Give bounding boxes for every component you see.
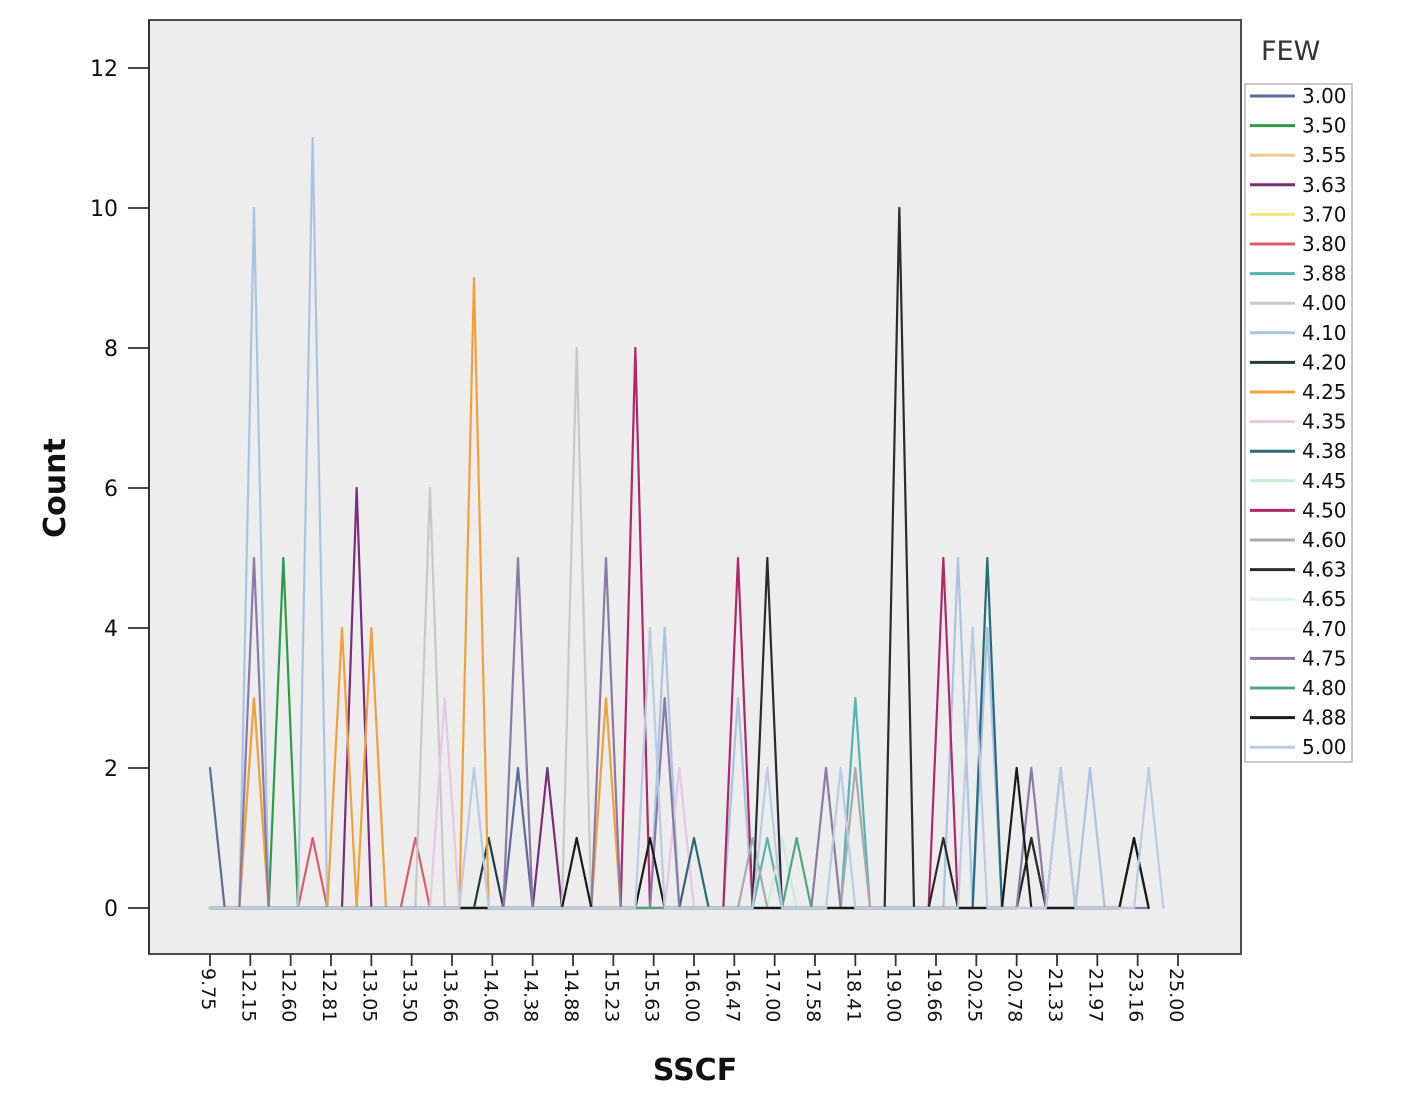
x-tick-label-21: 21.33 [1044, 968, 1066, 1022]
series-line-4-25 [208, 276, 930, 910]
x-tick-label-12: 16.00 [681, 968, 703, 1022]
y-tick-label-0: 0 [104, 897, 118, 922]
legend-title: FEW [1261, 36, 1320, 67]
y-tick-label-1: 2 [104, 757, 118, 782]
series-layer [208, 136, 1165, 910]
y-tick-label-6: 12 [90, 57, 118, 82]
legend-label-4-38: 4.38 [1302, 439, 1347, 463]
x-tick-label-4: 13.05 [358, 968, 380, 1022]
y-tick-label-2: 4 [104, 617, 118, 642]
y-tick-label-5: 10 [90, 197, 118, 222]
legend-label-4-60: 4.60 [1302, 528, 1347, 552]
series-line-4-50 [208, 346, 960, 910]
x-tick-label-20: 20.78 [1004, 968, 1026, 1022]
legend-label-4-50: 4.50 [1302, 498, 1347, 522]
legend-label-4-45: 4.45 [1302, 469, 1347, 493]
x-tick-label-2: 12.60 [278, 968, 300, 1022]
x-tick-label-14: 17.00 [762, 968, 784, 1022]
x-tick-label-7: 14.06 [479, 968, 501, 1022]
x-tick-label-5: 13.50 [399, 968, 421, 1022]
x-tick-label-13: 16.47 [721, 968, 743, 1022]
legend-label-4-00: 4.00 [1302, 291, 1347, 315]
legend: FEW 3.00 3.50 3.55 3.63 3.70 3.80 3.88 4.00 4.10 4… [1244, 36, 1353, 763]
x-tick-label-6: 13.66 [439, 968, 461, 1022]
x-tick-label-18: 19.66 [923, 968, 945, 1022]
legend-label-4-10: 4.10 [1302, 321, 1347, 345]
x-tick-label-8: 14.38 [520, 968, 542, 1022]
x-tick-label-0: 9.75 [197, 968, 219, 1010]
series-line-5-00 [208, 626, 1165, 910]
x-tick-label-22: 21.97 [1084, 968, 1106, 1022]
plot-area [148, 19, 1242, 955]
legend-label-4-75: 4.75 [1302, 646, 1347, 670]
legend-label-3-80: 3.80 [1302, 232, 1347, 256]
x-tick-label-15: 17.58 [802, 968, 824, 1022]
legend-label-5-00: 5.00 [1302, 735, 1347, 759]
legend-label-3-70: 3.70 [1302, 202, 1347, 226]
x-tick-label-1: 12.15 [237, 968, 259, 1022]
legend-label-4-35: 4.35 [1302, 410, 1347, 434]
legend-label-3-88: 3.88 [1302, 262, 1347, 286]
legend-label-3-55: 3.55 [1302, 143, 1347, 167]
x-tick-label-24: 25.00 [1165, 968, 1187, 1022]
y-tick-label-3: 6 [104, 477, 118, 502]
legend-label-4-88: 4.88 [1302, 706, 1347, 730]
x-tick-label-19: 20.25 [963, 968, 985, 1022]
y-axis-title: Count [38, 438, 73, 538]
legend-label-4-25: 4.25 [1302, 380, 1347, 404]
x-tick-label-16: 18.41 [842, 968, 864, 1022]
legend-label-4-80: 4.80 [1302, 676, 1347, 700]
x-tick-label-17: 19.00 [883, 968, 905, 1022]
x-tick-label-11: 15.63 [641, 968, 663, 1022]
x-tick-label-23: 23.16 [1125, 968, 1147, 1022]
x-tick-label-10: 15.23 [600, 968, 622, 1022]
legend-label-4-20: 4.20 [1302, 350, 1347, 374]
legend-label-3-00: 3.00 [1302, 84, 1347, 108]
x-tick-label-9: 14.88 [560, 968, 582, 1022]
x-tick-label-3: 12.81 [318, 968, 340, 1022]
y-tick-label-4: 8 [104, 337, 118, 362]
x-axis-title: SSCF [653, 1053, 737, 1088]
legend-label-4-65: 4.65 [1302, 587, 1347, 611]
axes-layer: 0 2 4 6 8 10 12 9.75 12.15 12.60 12.81 13.05 13.50 13… [90, 20, 1187, 1022]
legend-label-3-63: 3.63 [1302, 173, 1347, 197]
legend-label-4-70: 4.70 [1302, 617, 1347, 641]
legend-label-3-50: 3.50 [1302, 114, 1347, 138]
legend-label-4-63: 4.63 [1302, 558, 1347, 582]
